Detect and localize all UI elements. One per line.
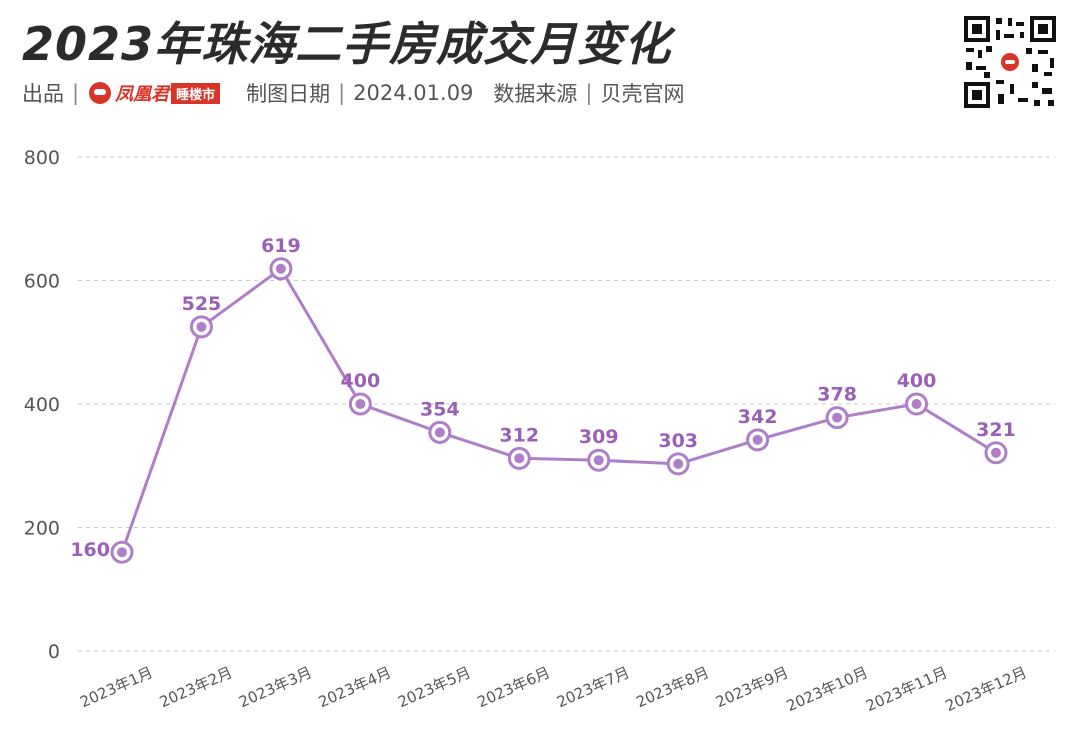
meta-line: 出品 | 凤凰君 睡楼市 制图日期 | 2024.01.09 数据来源 | 贝壳… [22, 78, 685, 108]
x-tick-label: 2023年6月 [475, 663, 553, 711]
data-point [825, 406, 849, 430]
y-tick-label: 600 [24, 271, 60, 293]
data-label: 312 [499, 424, 539, 446]
x-tick-label: 2023年11月 [863, 663, 950, 715]
data-label: 400 [341, 370, 381, 392]
series-line [120, 267, 997, 553]
data-point [348, 392, 372, 416]
separator: | [585, 81, 593, 105]
data-point [189, 315, 213, 339]
x-tick-label: 2023年3月 [236, 663, 314, 711]
data-label: 354 [420, 398, 460, 420]
produced-by-label: 出品 [22, 82, 64, 106]
source-value: 贝壳官网 [600, 82, 685, 106]
date-label: 制图日期 [246, 82, 331, 106]
data-label: 160 [70, 539, 110, 561]
data-point [984, 441, 1008, 465]
x-tick-label: 2023年9月 [713, 663, 791, 711]
x-tick-label: 2023年2月 [157, 663, 235, 711]
data-point [428, 420, 452, 444]
brand-mascot-icon [89, 82, 112, 104]
brand-logo-text: 凤凰君 [115, 84, 170, 105]
x-tick-label: 2023年4月 [316, 663, 394, 711]
brand-logo: 凤凰君 睡楼市 [89, 80, 221, 106]
x-tick-label: 2023年12月 [943, 663, 1030, 715]
y-tick-label: 0 [48, 641, 60, 663]
data-point [666, 452, 690, 476]
data-label: 619 [261, 235, 301, 257]
brand-logo-badge: 睡楼市 [171, 82, 221, 104]
date-value: 2024.01.09 [353, 81, 474, 105]
separator: | [338, 81, 346, 105]
data-point [905, 392, 929, 416]
data-label: 342 [738, 406, 778, 428]
data-point [746, 428, 770, 452]
data-label: 378 [817, 384, 857, 406]
data-point [587, 448, 611, 472]
y-tick-label: 800 [24, 147, 60, 169]
y-tick-label: 200 [24, 518, 60, 540]
x-tick-label: 2023年5月 [395, 663, 473, 711]
x-tick-label: 2023年7月 [554, 663, 632, 711]
data-label: 400 [897, 370, 937, 392]
data-label: 309 [579, 426, 619, 448]
x-tick-label: 2023年1月 [77, 663, 155, 711]
separator: | [72, 81, 80, 105]
data-point [507, 446, 531, 470]
data-point [269, 257, 293, 281]
data-point [110, 540, 134, 564]
data-label: 525 [182, 293, 222, 315]
data-label: 303 [658, 430, 698, 452]
data-label: 321 [976, 419, 1016, 441]
qr-code-icon [962, 14, 1058, 110]
y-tick-label: 400 [24, 394, 60, 416]
x-tick-label: 2023年8月 [633, 663, 711, 711]
page-title: 2023年珠海二手房成交月变化 [22, 17, 672, 71]
source-label: 数据来源 [493, 82, 578, 106]
x-tick-label: 2023年10月 [784, 663, 871, 715]
